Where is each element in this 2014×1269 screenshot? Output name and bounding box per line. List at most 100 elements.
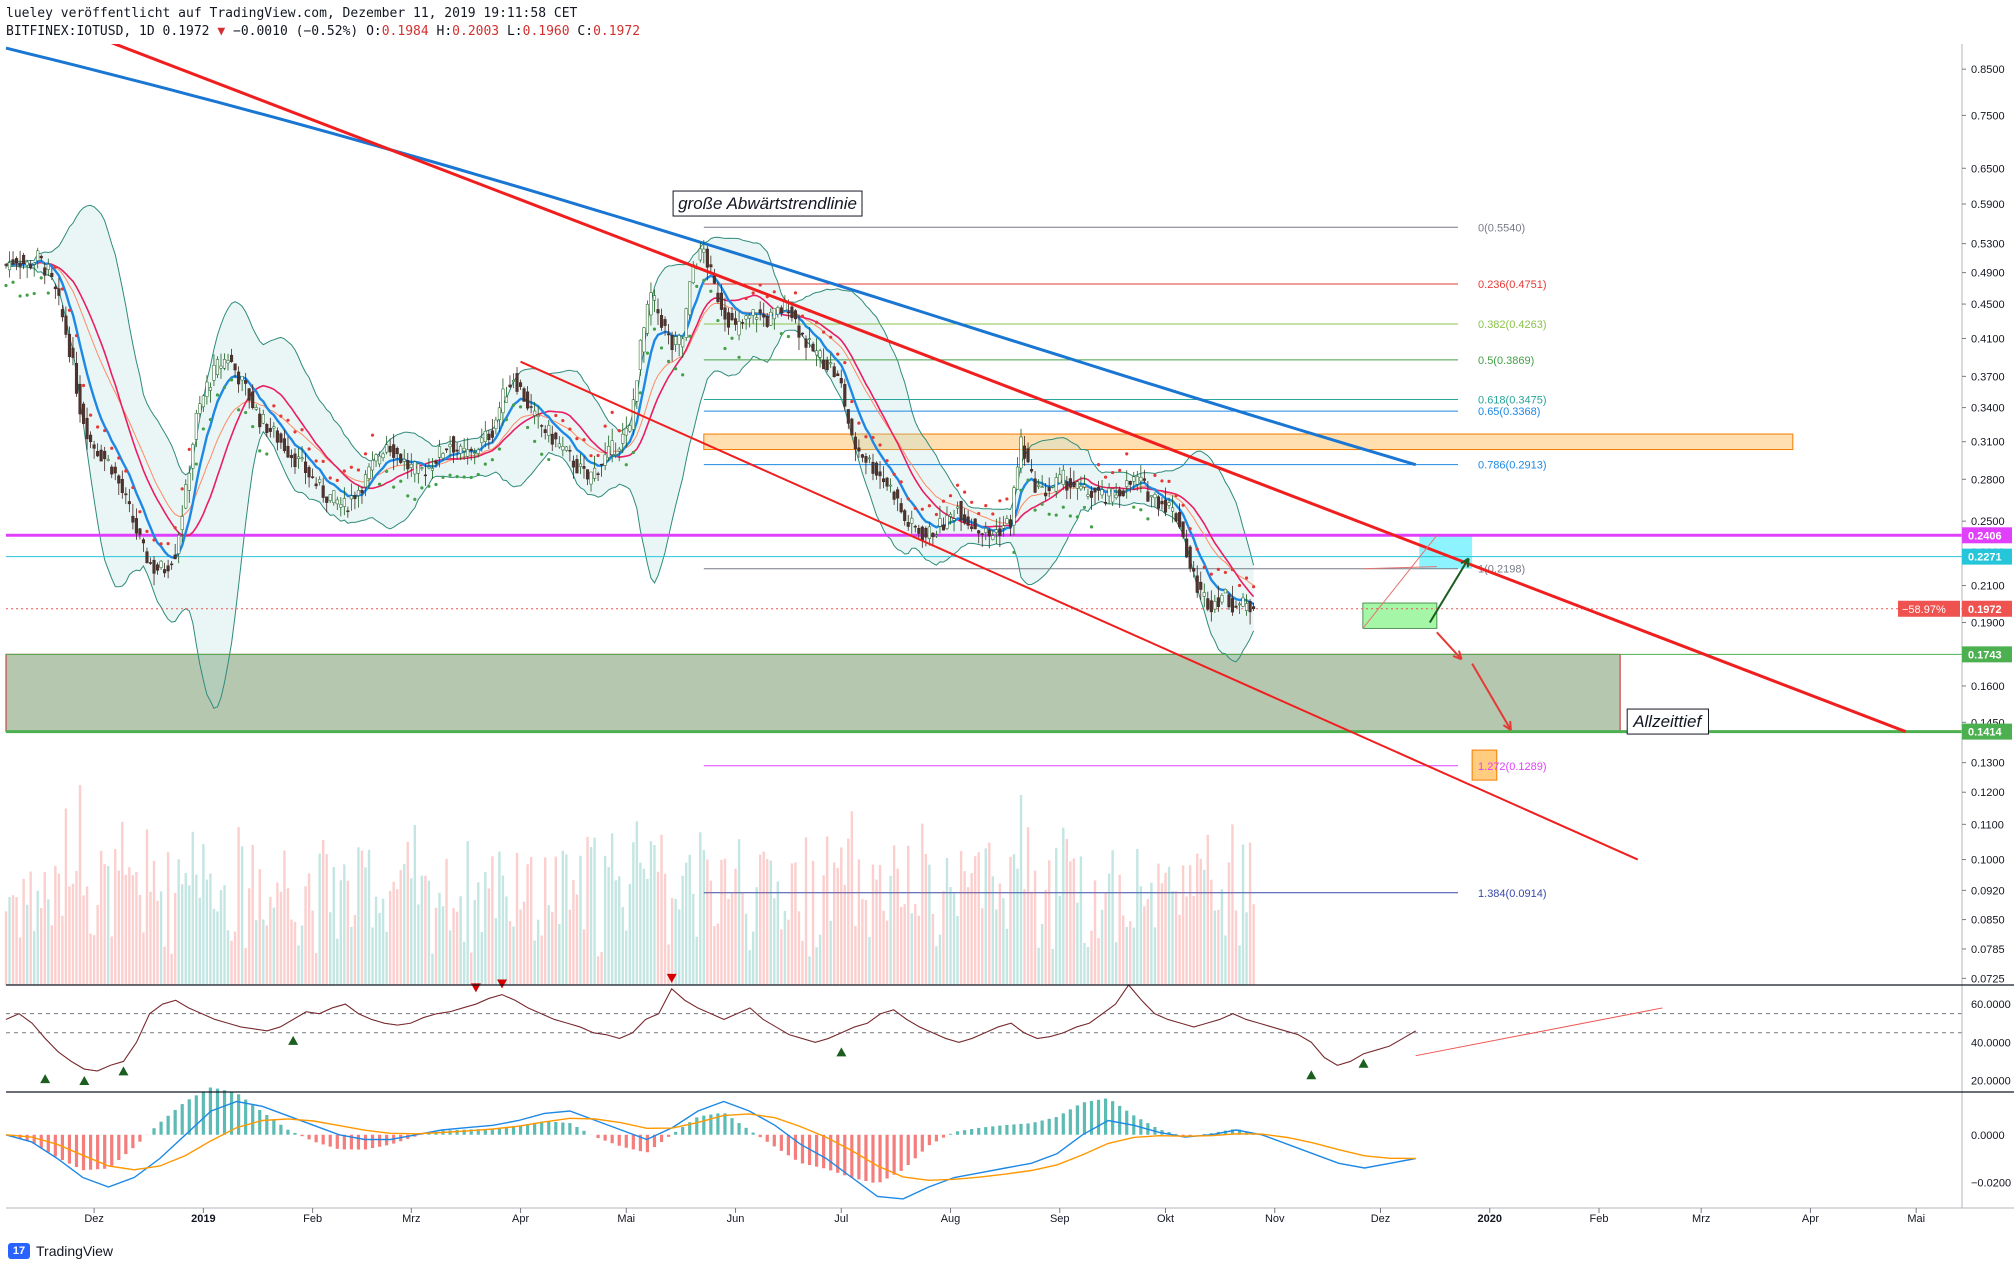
macd-histogram-bar [991, 1126, 995, 1135]
volume-bar [103, 864, 106, 985]
macd-histogram-bar [1040, 1120, 1044, 1135]
candle-body [730, 313, 734, 321]
candle-body [356, 490, 360, 496]
wedge-line [1362, 566, 1437, 570]
rsi-line-shade [5, 984, 1416, 1072]
volume-bar [692, 893, 695, 985]
sar-dot [314, 459, 318, 463]
candle-body [222, 359, 227, 369]
candle-body [466, 449, 470, 457]
candle-body [304, 461, 308, 473]
macd-histogram-bar [103, 1134, 107, 1169]
volume-bar [868, 936, 871, 985]
candle-body [483, 430, 487, 442]
candle-body [800, 332, 805, 335]
volume-bar [773, 898, 776, 985]
candle-body [1181, 521, 1185, 537]
sar-dot [970, 500, 974, 504]
macd-histogram-bar [363, 1134, 368, 1150]
sar-dot [554, 413, 558, 418]
candle-body [459, 445, 463, 454]
sar-dot [800, 314, 805, 318]
volume-bar [339, 880, 343, 985]
candle-body [124, 493, 128, 496]
sar-dot [300, 428, 304, 432]
volume-bar [1167, 866, 1171, 985]
sar-dot [81, 383, 86, 388]
volume-bar [815, 947, 818, 985]
sar-dot [138, 510, 142, 514]
candle-body [1188, 546, 1192, 569]
volume-bar [1069, 861, 1072, 985]
volume-bar [589, 846, 593, 985]
volume-bar [899, 906, 903, 985]
macd-histogram-bar [1244, 1131, 1249, 1135]
macd-histogram-bar [53, 1134, 57, 1157]
volume-bar [11, 895, 15, 985]
candle-body [952, 518, 956, 521]
volume-bar [998, 883, 1002, 985]
price-tick-label: 0.0850 [1971, 915, 2005, 927]
candle-body [515, 373, 519, 392]
candle-body [268, 427, 272, 432]
price-tick-label: 0.4100 [1971, 333, 2005, 345]
sar-dot [286, 418, 290, 422]
candle-body [705, 248, 709, 268]
candle-body [476, 449, 480, 454]
candle-body [593, 467, 597, 479]
price-tick-label: 0.1600 [1971, 681, 2005, 693]
bollinger-lower [5, 264, 1255, 709]
candle-body [22, 255, 26, 264]
candle-body [416, 463, 420, 474]
macd-histogram-bar [843, 1134, 847, 1176]
candle-body [29, 264, 33, 268]
sar-dot [74, 334, 79, 338]
volume-bar [265, 925, 268, 985]
macd-histogram-bar [201, 1091, 205, 1135]
symbol-name[interactable]: BITFINEX:IOTUSD, 1D [6, 24, 155, 39]
candle-body [1054, 477, 1058, 492]
volume-bar [1093, 880, 1097, 985]
volume-bar [325, 854, 328, 985]
volume-bar [649, 841, 653, 985]
volume-bar [575, 894, 579, 985]
volume-bar [290, 919, 293, 985]
volume-bar [551, 911, 554, 985]
macd-histogram-bar [307, 1134, 311, 1140]
candle-body [1065, 481, 1069, 491]
close-value: 0.1972 [593, 24, 641, 39]
volume-bar [540, 935, 543, 985]
sar-dot [406, 494, 410, 498]
volume-bar [209, 873, 212, 985]
price-tick-label: 0.8500 [1971, 64, 2005, 76]
volume-bar [628, 883, 632, 985]
annotation-box [1626, 708, 1709, 735]
volume-bar [818, 934, 822, 985]
candle-body [43, 267, 47, 276]
volume-bar [561, 850, 565, 985]
volume-bar [1125, 926, 1128, 985]
macd-histogram-bar [554, 1122, 558, 1135]
volume-bar [801, 940, 804, 985]
macd-histogram-bar [110, 1134, 114, 1166]
volume-bar [64, 808, 68, 985]
time-tick-label: Okt [1157, 1213, 1174, 1225]
time-tick-label: Apr [1802, 1213, 1819, 1225]
price-tick-label: 0.2100 [1971, 581, 2005, 593]
volume-bar [1143, 906, 1146, 985]
candle-body [215, 359, 220, 376]
candle-body [46, 264, 50, 270]
tradingview-logo-icon: 17 [8, 1243, 30, 1259]
volume-bar [191, 831, 194, 985]
volume-bar [825, 836, 829, 985]
candle-body [89, 434, 93, 443]
candle-body [205, 381, 209, 397]
macd-histogram-bar [871, 1134, 875, 1183]
volume-bar [396, 889, 399, 985]
macd-histogram-bar [1019, 1123, 1023, 1135]
volume-bar [822, 875, 825, 985]
tradingview-logo[interactable]: 17 TradingView [8, 1243, 113, 1259]
sar-dot [1054, 513, 1058, 517]
volume-bar [1241, 844, 1245, 985]
